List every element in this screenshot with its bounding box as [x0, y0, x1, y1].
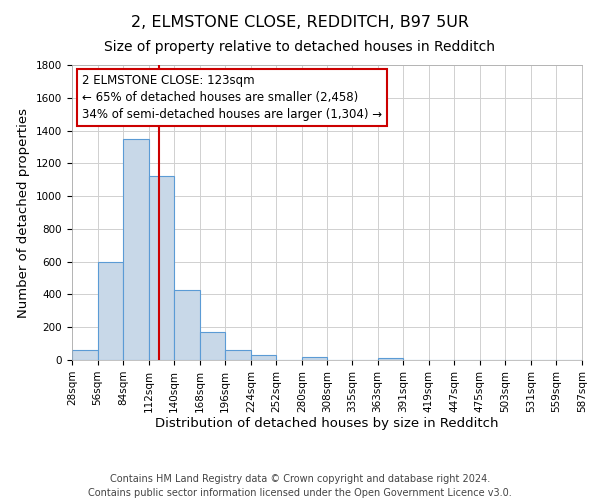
Bar: [98, 262, 123, 360]
Text: Contains HM Land Registry data © Crown copyright and database right 2024.
Contai: Contains HM Land Registry data © Crown c…: [88, 474, 512, 498]
Bar: [149, 176, 174, 360]
Bar: [225, 350, 251, 360]
Bar: [302, 356, 328, 360]
Bar: [72, 350, 98, 360]
Bar: [251, 355, 277, 360]
Bar: [377, 358, 403, 360]
Text: 2, ELMSTONE CLOSE, REDDITCH, B97 5UR: 2, ELMSTONE CLOSE, REDDITCH, B97 5UR: [131, 15, 469, 30]
Text: Size of property relative to detached houses in Redditch: Size of property relative to detached ho…: [104, 40, 496, 54]
Bar: [174, 290, 200, 360]
Bar: [123, 138, 149, 360]
Y-axis label: Number of detached properties: Number of detached properties: [17, 108, 31, 318]
Text: 2 ELMSTONE CLOSE: 123sqm
← 65% of detached houses are smaller (2,458)
34% of sem: 2 ELMSTONE CLOSE: 123sqm ← 65% of detach…: [82, 74, 382, 121]
X-axis label: Distribution of detached houses by size in Redditch: Distribution of detached houses by size …: [155, 418, 499, 430]
Bar: [200, 332, 225, 360]
